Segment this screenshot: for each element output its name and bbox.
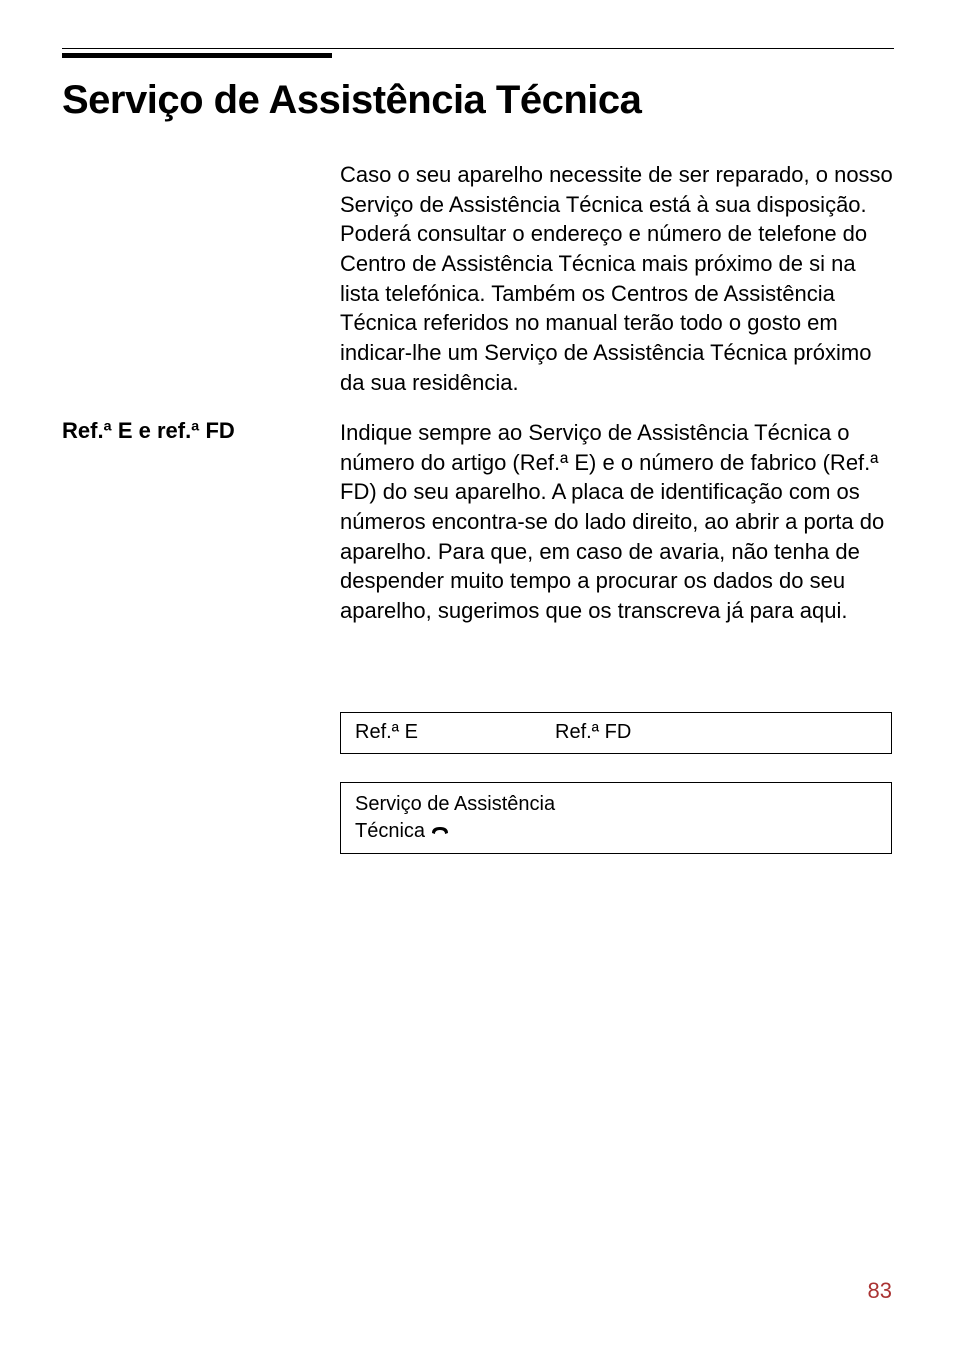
ref-fd-label: Ref.ª FD <box>555 721 877 745</box>
accent-bar <box>62 53 332 58</box>
service-line-2: Técnica <box>355 818 877 845</box>
page-number: 83 <box>868 1278 892 1304</box>
reference-box: Ref.ª E Ref.ª FD <box>340 712 892 754</box>
ref-e-label: Ref.ª E <box>355 721 555 745</box>
service-line-2-prefix: Técnica <box>355 820 431 842</box>
intro-paragraph: Caso o seu aparelho necessite de ser rep… <box>340 160 895 398</box>
service-contact-box: Serviço de Assistência Técnica <box>340 782 892 854</box>
phone-icon <box>431 818 449 845</box>
section-body: Indique sempre ao Serviço de Assistência… <box>340 418 895 626</box>
section-label: Ref.ª E e ref.ª FD <box>62 418 235 444</box>
top-rule-divider <box>62 48 894 49</box>
page-title: Serviço de Assistência Técnica <box>62 78 641 123</box>
service-line-1: Serviço de Assistência <box>355 791 877 818</box>
